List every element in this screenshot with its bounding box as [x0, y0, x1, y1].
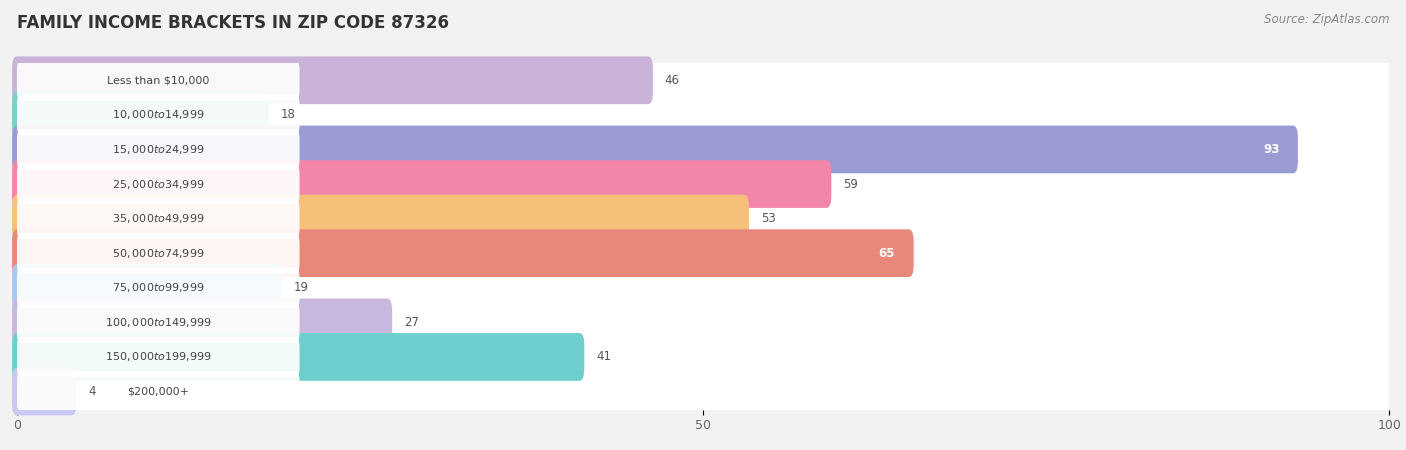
FancyBboxPatch shape	[13, 195, 749, 243]
FancyBboxPatch shape	[17, 233, 299, 274]
FancyBboxPatch shape	[17, 267, 299, 308]
FancyBboxPatch shape	[0, 85, 1406, 145]
Text: 59: 59	[844, 178, 858, 190]
Text: $50,000 to $74,999: $50,000 to $74,999	[112, 247, 204, 260]
FancyBboxPatch shape	[0, 189, 1406, 249]
Text: 53: 53	[761, 212, 775, 225]
Text: 19: 19	[294, 281, 309, 294]
FancyBboxPatch shape	[17, 302, 299, 343]
FancyBboxPatch shape	[13, 126, 1298, 173]
FancyBboxPatch shape	[13, 368, 76, 415]
Text: $150,000 to $199,999: $150,000 to $199,999	[105, 351, 211, 364]
FancyBboxPatch shape	[0, 50, 1406, 110]
FancyBboxPatch shape	[17, 129, 299, 170]
Text: Source: ZipAtlas.com: Source: ZipAtlas.com	[1264, 14, 1389, 27]
FancyBboxPatch shape	[0, 223, 1406, 284]
FancyBboxPatch shape	[13, 298, 392, 346]
Text: 18: 18	[280, 108, 295, 122]
Text: $15,000 to $24,999: $15,000 to $24,999	[112, 143, 204, 156]
FancyBboxPatch shape	[17, 198, 299, 239]
Text: Less than $10,000: Less than $10,000	[107, 75, 209, 86]
FancyBboxPatch shape	[13, 264, 283, 312]
Text: 46: 46	[665, 74, 679, 87]
Text: $75,000 to $99,999: $75,000 to $99,999	[112, 281, 204, 294]
Text: 93: 93	[1263, 143, 1279, 156]
Text: FAMILY INCOME BRACKETS IN ZIP CODE 87326: FAMILY INCOME BRACKETS IN ZIP CODE 87326	[17, 14, 449, 32]
FancyBboxPatch shape	[13, 91, 269, 139]
Text: $35,000 to $49,999: $35,000 to $49,999	[112, 212, 204, 225]
FancyBboxPatch shape	[13, 56, 652, 104]
FancyBboxPatch shape	[0, 119, 1406, 180]
FancyBboxPatch shape	[0, 361, 1406, 422]
FancyBboxPatch shape	[13, 160, 831, 208]
Text: $200,000+: $200,000+	[127, 387, 190, 396]
FancyBboxPatch shape	[13, 333, 585, 381]
Text: 41: 41	[596, 351, 612, 364]
FancyBboxPatch shape	[13, 230, 914, 277]
FancyBboxPatch shape	[0, 154, 1406, 214]
Text: $10,000 to $14,999: $10,000 to $14,999	[112, 108, 204, 122]
FancyBboxPatch shape	[17, 60, 299, 101]
Text: 27: 27	[404, 316, 419, 329]
Text: 65: 65	[879, 247, 896, 260]
FancyBboxPatch shape	[17, 337, 299, 377]
Text: $25,000 to $34,999: $25,000 to $34,999	[112, 178, 204, 190]
FancyBboxPatch shape	[0, 327, 1406, 387]
FancyBboxPatch shape	[0, 258, 1406, 318]
FancyBboxPatch shape	[17, 164, 299, 204]
FancyBboxPatch shape	[17, 371, 299, 412]
FancyBboxPatch shape	[17, 94, 299, 135]
Text: $100,000 to $149,999: $100,000 to $149,999	[105, 316, 211, 329]
Text: 4: 4	[89, 385, 96, 398]
FancyBboxPatch shape	[0, 292, 1406, 352]
